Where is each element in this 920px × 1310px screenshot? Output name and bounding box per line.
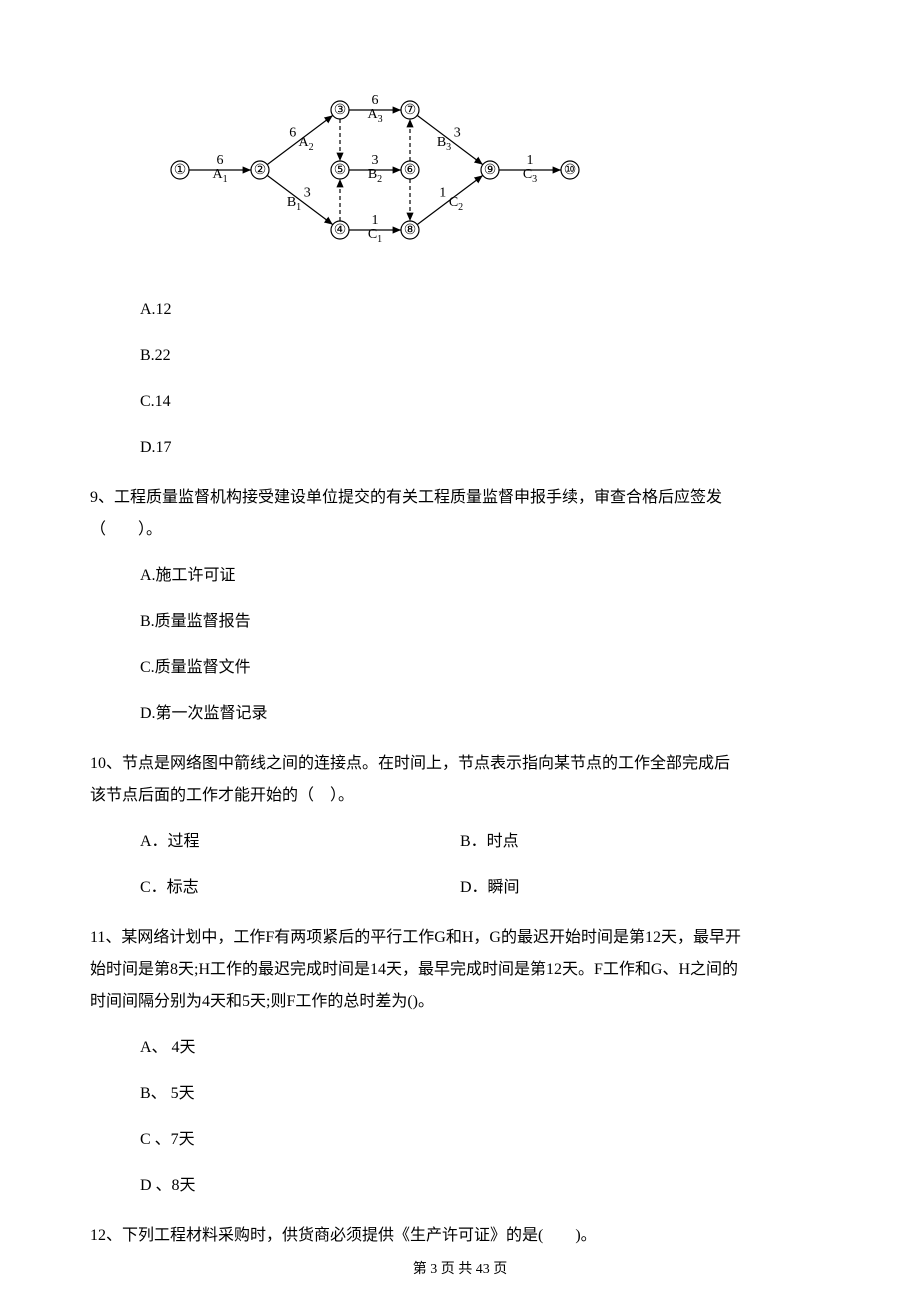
svg-text:⑥: ⑥: [404, 163, 417, 178]
q8-option-c: C.14: [140, 390, 830, 414]
q10-option-d: D．瞬间: [460, 876, 780, 900]
svg-text:3: 3: [304, 185, 311, 200]
q9-line2: （ ）。: [90, 514, 830, 546]
q11-line1: 11、某网络计划中，工作F有两项紧后的平行工作G和H，G的最迟开始时间是第12天…: [90, 922, 830, 954]
page-footer: 第 3 页 共 43 页: [0, 1259, 920, 1280]
svg-text:②: ②: [254, 163, 267, 178]
svg-text:6: 6: [372, 93, 379, 108]
q11-option-d: D 、8天: [140, 1174, 830, 1198]
q11-text: 11、某网络计划中，工作F有两项紧后的平行工作G和H，G的最迟开始时间是第12天…: [90, 922, 830, 1018]
q11-line3: 时间间隔分别为4天和5天;则F工作的总时差为()。: [90, 986, 830, 1018]
svg-text:A2: A2: [298, 135, 313, 153]
page: A16A26A36B13B23B33C11C21C31①②③④⑤⑥⑦⑧⑨⑩ A.…: [0, 0, 920, 1310]
svg-text:⑤: ⑤: [334, 163, 347, 178]
q10-option-b: B．时点: [460, 830, 780, 854]
svg-text:6: 6: [217, 153, 224, 168]
svg-text:⑨: ⑨: [484, 163, 497, 178]
svg-text:6: 6: [289, 125, 296, 140]
q9-option-a: A.施工许可证: [140, 564, 830, 588]
svg-text:1: 1: [372, 213, 379, 228]
svg-text:⑩: ⑩: [564, 163, 577, 178]
q8-option-a: A.12: [140, 298, 830, 322]
q9-option-c: C.质量监督文件: [140, 656, 830, 680]
q8-option-b: B.22: [140, 344, 830, 368]
network-diagram: A16A26A36B13B23B33C11C21C31①②③④⑤⑥⑦⑧⑨⑩: [160, 80, 830, 268]
svg-text:④: ④: [334, 223, 347, 238]
svg-text:③: ③: [334, 103, 347, 118]
svg-text:C2: C2: [449, 195, 463, 213]
q10-line1: 10、节点是网络图中箭线之间的连接点。在时间上，节点表示指向某节点的工作全部完成…: [90, 748, 830, 780]
q10-option-a: A．过程: [140, 830, 460, 854]
svg-text:1: 1: [527, 153, 534, 168]
q10-text: 10、节点是网络图中箭线之间的连接点。在时间上，节点表示指向某节点的工作全部完成…: [90, 748, 830, 812]
q10-option-c: C．标志: [140, 876, 460, 900]
q8-option-d: D.17: [140, 436, 830, 460]
svg-text:①: ①: [174, 163, 187, 178]
svg-text:1: 1: [439, 185, 446, 200]
q9-option-b: B.质量监督报告: [140, 610, 830, 634]
q11-options: A、 4天 B、 5天 C 、7天 D 、8天: [140, 1036, 830, 1198]
svg-text:3: 3: [372, 153, 379, 168]
svg-text:⑦: ⑦: [404, 103, 417, 118]
diagram-svg: A16A26A36B13B23B33C11C21C31①②③④⑤⑥⑦⑧⑨⑩: [160, 80, 600, 260]
q9-option-d: D.第一次监督记录: [140, 702, 830, 726]
q8-options: A.12 B.22 C.14 D.17: [140, 298, 830, 460]
q11-option-b: B、 5天: [140, 1082, 830, 1106]
q11-option-a: A、 4天: [140, 1036, 830, 1060]
q11-line2: 始时间是第8天;H工作的最迟完成时间是14天，最早完成时间是第12天。F工作和G…: [90, 954, 830, 986]
q9-options: A.施工许可证 B.质量监督报告 C.质量监督文件 D.第一次监督记录: [140, 564, 830, 726]
svg-text:3: 3: [454, 125, 461, 140]
q11-option-c: C 、7天: [140, 1128, 830, 1152]
svg-text:⑧: ⑧: [404, 223, 417, 238]
q12-line: 12、下列工程材料采购时，供货商必须提供《生产许可证》的是( )。: [90, 1220, 830, 1252]
q9-line1: 9、工程质量监督机构接受建设单位提交的有关工程质量监督申报手续，审查合格后应签发: [90, 482, 830, 514]
q10-options: A．过程 B．时点 C．标志 D．瞬间: [90, 830, 830, 900]
q10-line2: 该节点后面的工作才能开始的（ ）。: [90, 780, 830, 812]
q9-text: 9、工程质量监督机构接受建设单位提交的有关工程质量监督申报手续，审查合格后应签发…: [90, 482, 830, 546]
svg-text:B3: B3: [437, 135, 451, 153]
svg-text:B1: B1: [287, 195, 301, 213]
q12-text: 12、下列工程材料采购时，供货商必须提供《生产许可证》的是( )。: [90, 1220, 830, 1252]
